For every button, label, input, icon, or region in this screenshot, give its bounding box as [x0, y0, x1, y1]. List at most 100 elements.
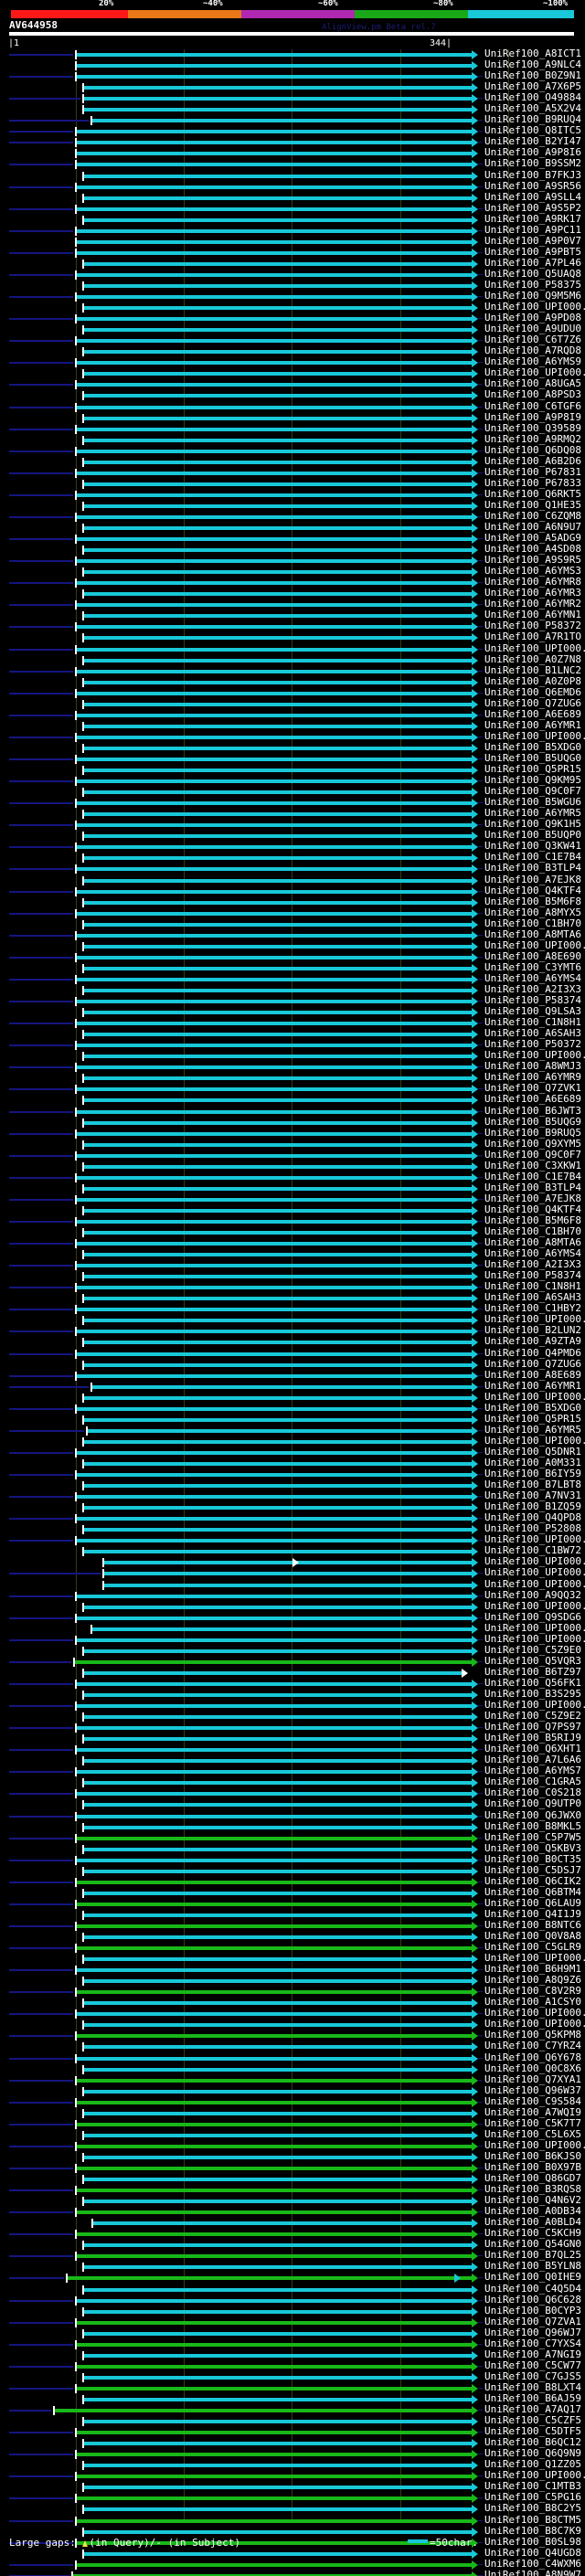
hit-row[interactable]: UniRef100_UPI000..: [0, 1567, 585, 1579]
hit-label[interactable]: UniRef100_A6YMN1: [484, 609, 581, 621]
hit-label[interactable]: UniRef100_B2YI47: [484, 135, 581, 148]
hit-label[interactable]: UniRef100_A0DB34: [484, 2205, 581, 2218]
hit-row[interactable]: UniRef100_Q6RKT5: [0, 487, 585, 501]
hit-bar[interactable]: [75, 1352, 472, 1356]
hit-bar[interactable]: [75, 228, 472, 233]
hit-bar[interactable]: [75, 1373, 472, 1378]
hit-bar[interactable]: [82, 592, 472, 597]
hit-label[interactable]: UniRef100_Q6RKT5: [484, 487, 581, 500]
hit-row[interactable]: UniRef100_B8C2Y5: [0, 2502, 585, 2515]
hit-row[interactable]: UniRef100_C5K7T7: [0, 2117, 585, 2130]
hit-row[interactable]: UniRef100_C5PG16: [0, 2492, 585, 2504]
hit-label[interactable]: UniRef100_UPI000..: [484, 1621, 585, 1634]
hit-label[interactable]: UniRef100_UPI000..: [484, 2138, 585, 2151]
hit-bar[interactable]: [75, 581, 472, 586]
hit-row[interactable]: UniRef100_B3S295: [0, 1688, 585, 1701]
hit-label[interactable]: UniRef100_A9RMQ2: [484, 432, 581, 445]
hit-bar[interactable]: [75, 1792, 472, 1797]
hit-bar[interactable]: [82, 1781, 472, 1786]
hit-bar[interactable]: [82, 504, 472, 508]
hit-bar[interactable]: [71, 2573, 472, 2576]
hit-row[interactable]: UniRef100_UPI000..: [0, 1632, 585, 1646]
hit-row[interactable]: UniRef100_A6SAH3: [0, 1028, 585, 1040]
hit-row[interactable]: UniRef100_UPI000..: [0, 1435, 585, 1447]
hit-row[interactable]: UniRef100_B6AJ59: [0, 2392, 585, 2405]
hit-row[interactable]: UniRef100_Q6Q9N9: [0, 2447, 585, 2460]
hit-row[interactable]: UniRef100_UPI000..: [0, 939, 585, 952]
hit-label[interactable]: UniRef100_Q6Q9N9: [484, 2447, 581, 2460]
hit-label[interactable]: UniRef100_P52808: [484, 1522, 581, 1535]
hit-label[interactable]: UniRef100_A9S9R5: [484, 554, 581, 567]
hit-row[interactable]: UniRef100_UPI000..: [0, 1621, 585, 1635]
hit-row[interactable]: UniRef100_C6ZQM8: [0, 510, 585, 523]
hit-row[interactable]: UniRef100_A9S9R5: [0, 554, 585, 567]
hit-row[interactable]: UniRef100_UPI000..: [0, 1953, 585, 1965]
hit-label[interactable]: UniRef100_Q9KM95: [484, 774, 581, 787]
hit-label[interactable]: UniRef100_A0BLD4: [484, 2216, 581, 2229]
hit-bar[interactable]: [75, 603, 472, 608]
hit-row[interactable]: UniRef100_B2LUN2: [0, 1325, 585, 1337]
hit-label[interactable]: UniRef100_Q9C0F7: [484, 785, 581, 798]
hit-bar[interactable]: [75, 295, 472, 300]
hit-bar[interactable]: [75, 735, 472, 739]
hit-bar[interactable]: [82, 2067, 472, 2072]
hit-label[interactable]: UniRef100_A7EJK8: [484, 873, 581, 885]
hit-bar[interactable]: [75, 845, 472, 850]
hit-row[interactable]: UniRef100_Q5PR15: [0, 1413, 585, 1426]
hit-label[interactable]: UniRef100_Q0C8X6: [484, 2062, 581, 2074]
hit-bar[interactable]: [75, 2298, 472, 2303]
hit-bar[interactable]: [82, 1076, 472, 1081]
hit-label[interactable]: UniRef100_Q5KBV3: [484, 1841, 581, 1854]
hit-bar[interactable]: [82, 1253, 472, 1257]
hit-label[interactable]: UniRef100_UPI000..: [484, 1699, 585, 1712]
hit-row[interactable]: UniRef100_Q7ZUG6: [0, 696, 585, 710]
hit-bar[interactable]: [82, 1935, 472, 1940]
hit-bar[interactable]: [75, 75, 472, 80]
hit-row[interactable]: UniRef100_C5CZF5: [0, 2414, 585, 2427]
hit-label[interactable]: UniRef100_Q6XHT1: [484, 1743, 581, 1755]
hit-row[interactable]: UniRef100_Q6EMD6: [0, 686, 585, 699]
hit-label[interactable]: UniRef100_Q9C0F7: [484, 1148, 581, 1161]
hit-row[interactable]: UniRef100_Q1ZZ05: [0, 2459, 585, 2471]
hit-label[interactable]: UniRef100_C3XKW1: [484, 1159, 581, 1171]
hit-bar[interactable]: [82, 944, 472, 949]
hit-label[interactable]: UniRef100_B8C2Y5: [484, 2502, 581, 2515]
hit-row[interactable]: UniRef100_B5M6F8: [0, 1214, 585, 1227]
hit-bar[interactable]: [75, 1495, 472, 1500]
hit-row[interactable]: UniRef100_Q4QPD8: [0, 1512, 585, 1524]
hit-label[interactable]: UniRef100_B5XDG0: [484, 1401, 581, 1414]
hit-label[interactable]: UniRef100_UPI000..: [484, 366, 585, 379]
hit-label[interactable]: UniRef100_A6YMR1: [484, 718, 581, 731]
hit-row[interactable]: UniRef100_B7LBT8: [0, 1479, 585, 1491]
hit-label[interactable]: UniRef100_Q7ZUG6: [484, 696, 581, 709]
hit-label[interactable]: UniRef100_B5M6F8: [484, 1214, 581, 1226]
hit-row[interactable]: UniRef100_UPI000..: [0, 1314, 585, 1326]
hit-bar[interactable]: [75, 1175, 472, 1180]
hit-bar[interactable]: [75, 1219, 472, 1224]
hit-row[interactable]: UniRef100_Q6CIK2: [0, 1875, 585, 1888]
hit-row[interactable]: UniRef100_B9SSM2: [0, 158, 585, 170]
hit-label[interactable]: UniRef100_C7YXS4: [484, 2337, 581, 2349]
hit-row[interactable]: UniRef100_A0DB34: [0, 2205, 585, 2218]
hit-label[interactable]: UniRef100_P67831: [484, 465, 581, 478]
hit-bar[interactable]: [75, 2012, 472, 2017]
hit-label[interactable]: UniRef100_Q5DNR1: [484, 1445, 581, 1458]
hit-label[interactable]: UniRef100_C5CZF5: [484, 2414, 581, 2427]
hit-row[interactable]: UniRef100_A2I3X3: [0, 983, 585, 996]
hit-label[interactable]: UniRef100_B9RUQ5: [484, 1126, 581, 1139]
hit-label[interactable]: UniRef100_P58374: [484, 994, 581, 1007]
hit-bar[interactable]: [75, 1000, 472, 1004]
hit-label[interactable]: UniRef100_Q9UTP0: [484, 1797, 581, 1810]
hit-row[interactable]: UniRef100_A6YMR5: [0, 1424, 585, 1436]
hit-label[interactable]: UniRef100_UPI000..: [484, 1632, 585, 1645]
hit-bar[interactable]: [82, 438, 472, 442]
hit-bar[interactable]: [75, 2056, 472, 2061]
hit-label[interactable]: UniRef100_UPI000..: [484, 301, 585, 313]
hit-label[interactable]: UniRef100_Q54GN0: [484, 2238, 581, 2251]
hit-label[interactable]: UniRef100_A9SR56: [484, 179, 581, 192]
hit-bar[interactable]: [75, 691, 472, 695]
hit-bar[interactable]: [75, 625, 472, 630]
hit-label[interactable]: UniRef100_A6SAH3: [484, 1291, 581, 1304]
hit-label[interactable]: UniRef100_B8NTC6: [484, 1918, 581, 1931]
hit-bar[interactable]: [82, 2353, 472, 2358]
